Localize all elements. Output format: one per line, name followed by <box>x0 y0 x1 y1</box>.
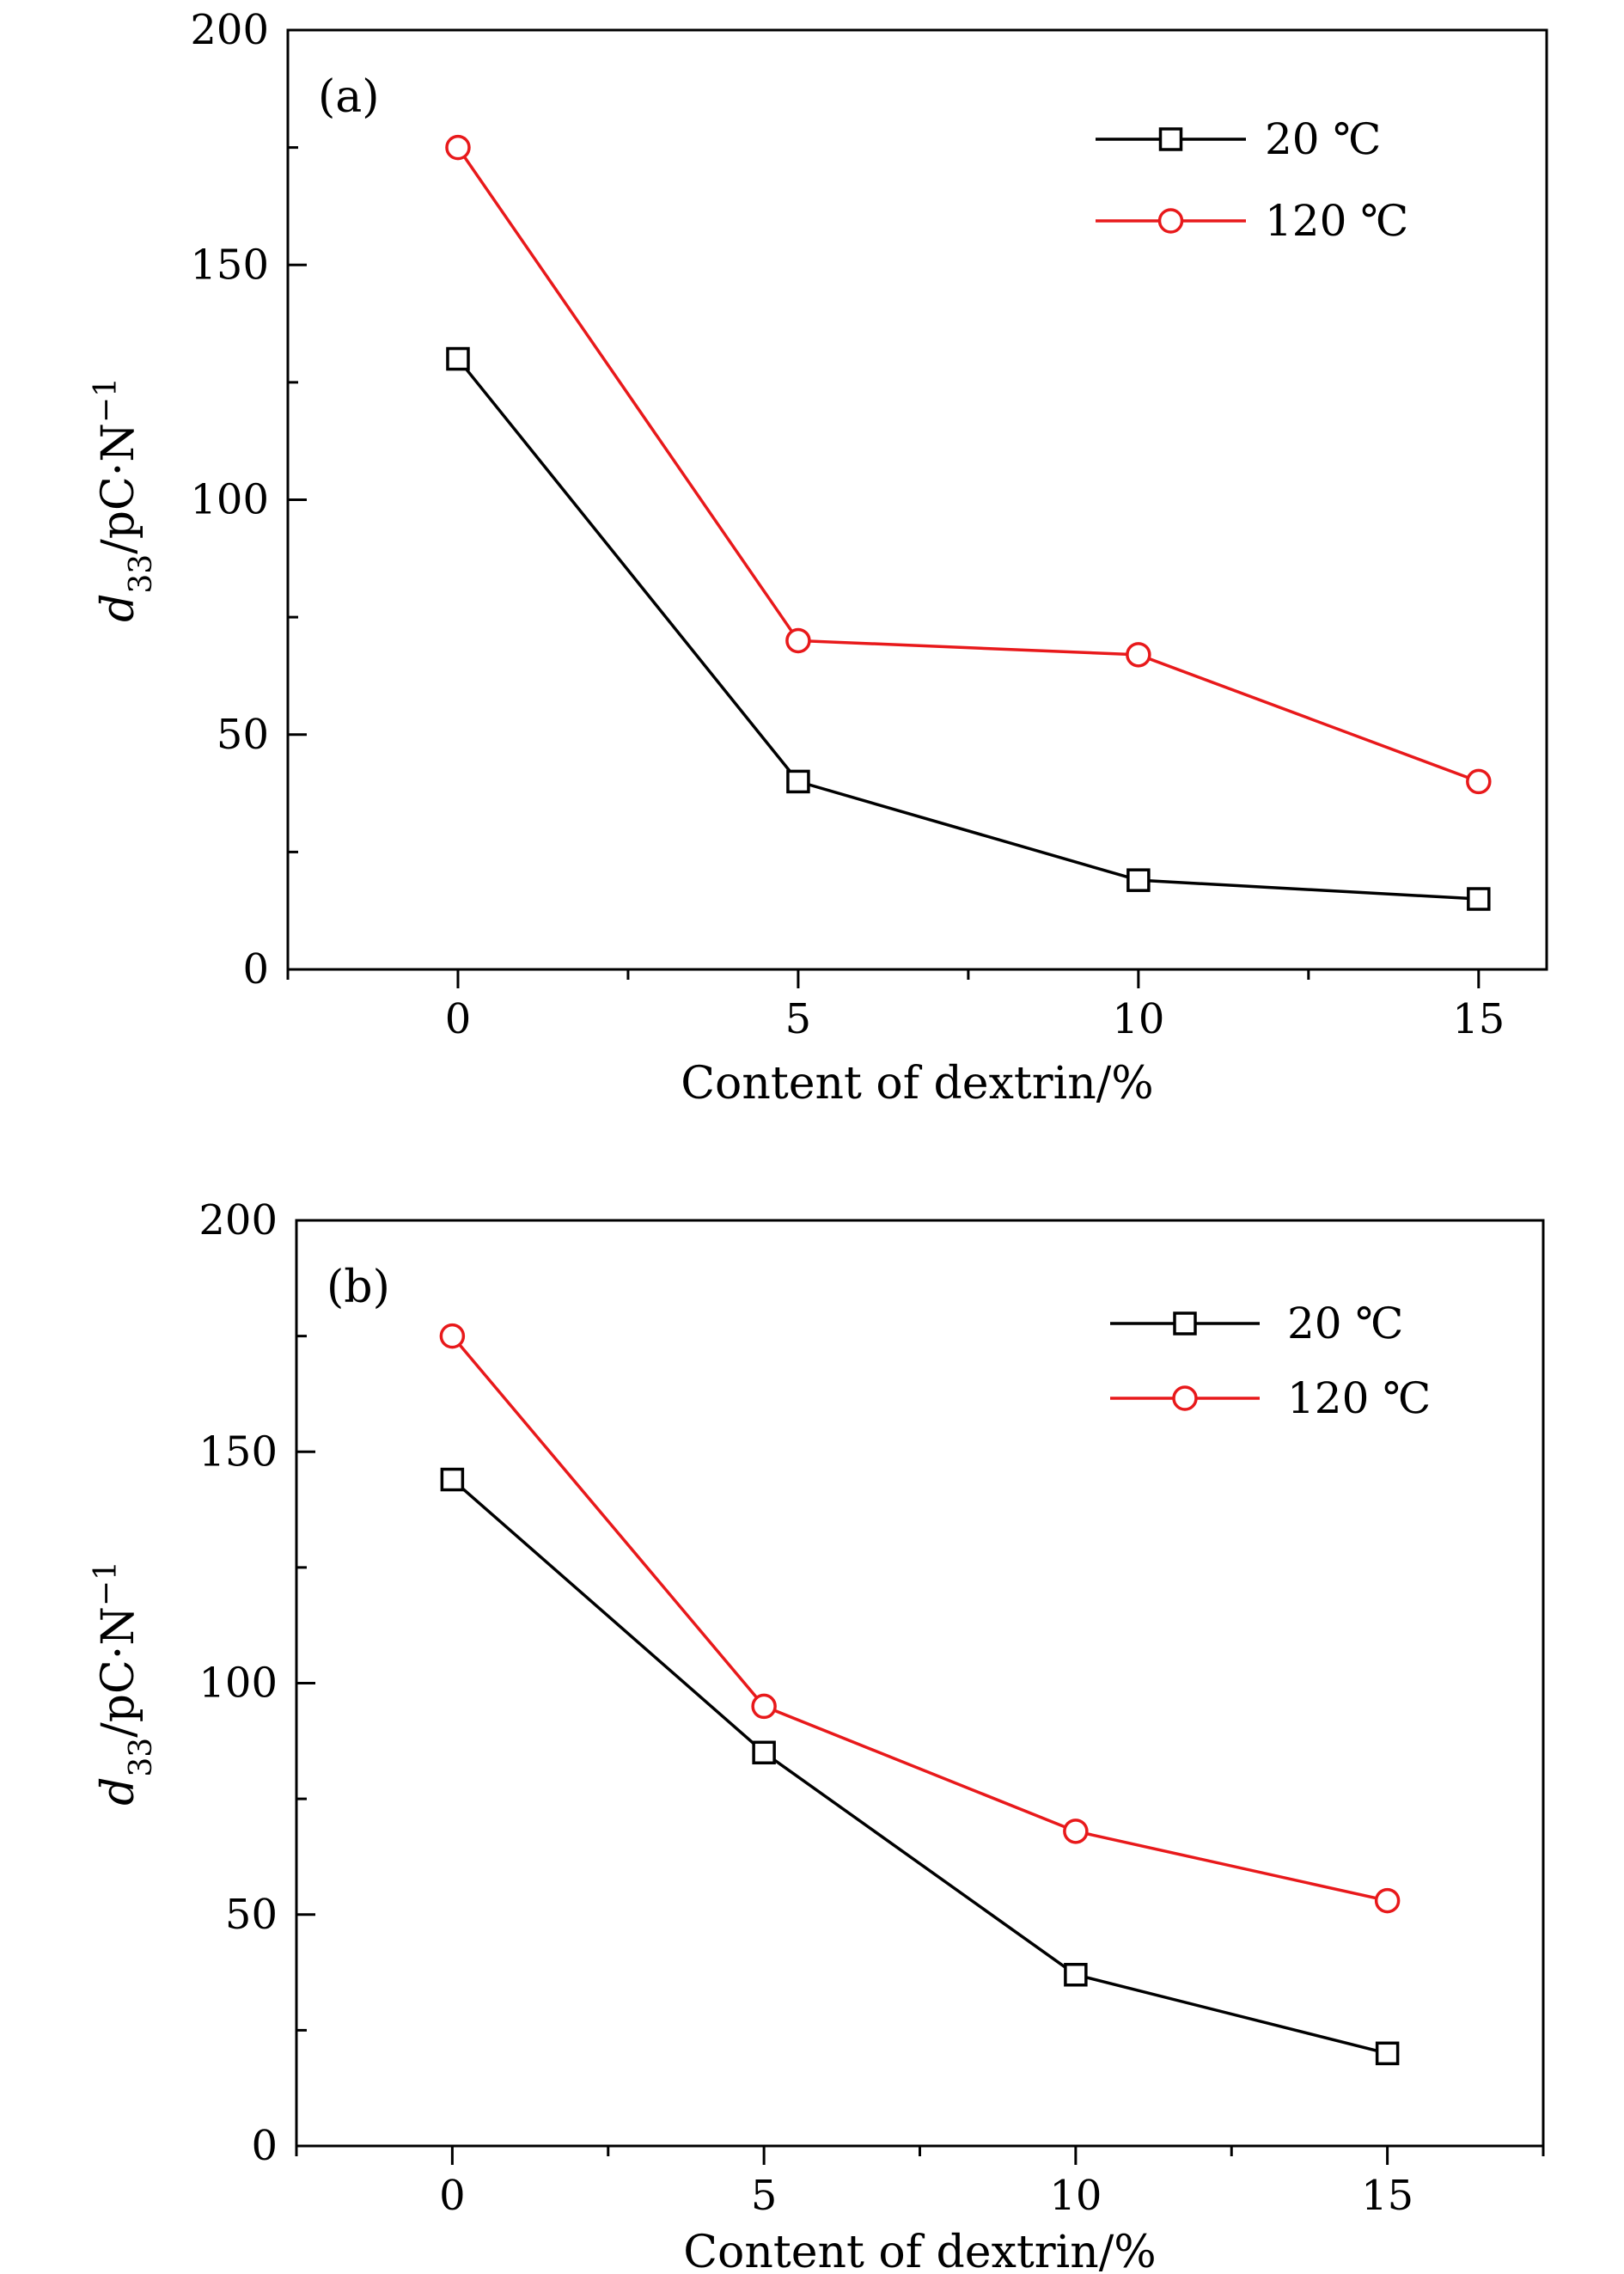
x-tick-label: 0 <box>445 995 472 1043</box>
panel-label: (b) <box>327 1262 390 1313</box>
y-axis-title-unit: /pC·N <box>93 1606 144 1738</box>
legend-entry: 120 ℃ <box>1096 196 1408 246</box>
legend-marker <box>1173 1311 1197 1336</box>
y-axis-title-superscript: −1 <box>89 1561 124 1606</box>
x-tick-label: 15 <box>1361 2172 1413 2220</box>
y-tick-label: 200 <box>190 6 269 54</box>
x-axis-title: Content of dextrin/% <box>681 1058 1153 1109</box>
series-line-1 <box>456 146 1480 784</box>
plot-frame <box>286 28 1548 971</box>
legend-label: 120 ℃ <box>1287 1373 1431 1423</box>
data-point <box>446 346 470 371</box>
legend-label: 120 ℃ <box>1265 196 1408 246</box>
series-line-0 <box>451 1478 1389 2055</box>
chart-panel-0: 0 50 100 150 200 0 5 10 15 Content of dextrin/% d3… <box>89 6 1548 1109</box>
legend-marker <box>1158 127 1183 151</box>
data-point <box>1064 1963 1088 1987</box>
legend-marker <box>1157 208 1184 234</box>
y-axis-title-subscript: 33 <box>124 554 159 594</box>
panel-label: (a) <box>318 71 380 123</box>
data-point <box>785 627 811 654</box>
x-tick-label: 0 <box>439 2172 466 2220</box>
x-tick-label: 10 <box>1049 2172 1102 2220</box>
legend-marker <box>1172 1385 1198 1411</box>
plot-frame <box>295 1219 1545 2148</box>
data-point <box>1374 1887 1401 1914</box>
y-tick-label: 100 <box>190 476 269 524</box>
y-tick-label: 50 <box>225 1891 278 1939</box>
x-tick-label: 15 <box>1452 995 1505 1043</box>
legend-entry: 20 ℃ <box>1096 114 1381 164</box>
legend-label: 20 ℃ <box>1265 114 1381 164</box>
legend-label: 20 ℃ <box>1287 1299 1403 1348</box>
data-point <box>1466 768 1492 795</box>
y-axis-title-symbol: d <box>93 594 144 622</box>
data-point <box>751 1693 777 1720</box>
y-tick-label: 50 <box>217 711 269 759</box>
y-axis-title: d33/pC·N−1 <box>89 377 159 622</box>
data-point <box>786 769 810 794</box>
y-axis-title-superscript: −1 <box>89 377 124 423</box>
data-point <box>440 1467 465 1492</box>
data-point <box>1467 887 1491 911</box>
series-line-1 <box>451 1335 1389 1903</box>
x-tick-label: 5 <box>785 995 812 1043</box>
data-point <box>1375 2041 1400 2066</box>
y-axis-title-unit: /pC·N <box>93 423 144 554</box>
y-axis-title-subscript: 33 <box>124 1738 159 1777</box>
series-line-0 <box>456 358 1479 901</box>
chart-panel-1: 0 50 100 150 200 0 5 10 15 Content of dextrin/% d3… <box>89 1196 1545 2274</box>
data-point <box>445 134 471 161</box>
y-tick-label: 150 <box>190 241 269 289</box>
data-point <box>1126 642 1151 668</box>
legend-entry: 20 ℃ <box>1110 1299 1403 1348</box>
y-axis-title: d33/pC·N−1 <box>89 1561 159 1806</box>
x-tick-label: 5 <box>751 2172 778 2220</box>
y-axis-title-symbol: d <box>93 1777 144 1806</box>
data-point <box>1126 868 1151 892</box>
y-tick-label: 0 <box>251 2122 278 2170</box>
x-tick-label: 10 <box>1112 995 1164 1043</box>
data-point <box>752 1740 776 1765</box>
data-point <box>1063 1819 1089 1844</box>
x-axis-title: Content of dextrin/% <box>683 2227 1156 2274</box>
y-tick-label: 200 <box>198 1196 278 1244</box>
y-tick-label: 0 <box>242 945 269 993</box>
y-tick-label: 100 <box>198 1660 278 1708</box>
y-tick-label: 150 <box>198 1427 278 1476</box>
data-point <box>439 1323 466 1349</box>
legend-entry: 120 ℃ <box>1110 1373 1431 1423</box>
